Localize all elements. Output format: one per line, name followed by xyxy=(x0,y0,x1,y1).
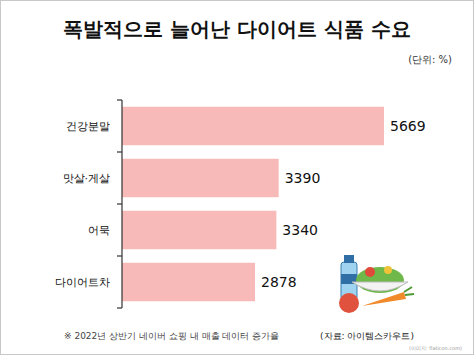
bottle-cap xyxy=(344,255,354,263)
category-label: 다이어트차 xyxy=(55,276,110,289)
data-label: 3340 xyxy=(282,222,318,238)
chart-root: 폭발적으로 늘어난 다이어트 식품 수요 (단위: %) 5669 건강분말 3390 맛… xyxy=(0,0,474,355)
axis-tick xyxy=(117,203,122,204)
axis-tick xyxy=(117,255,122,256)
axis-tick xyxy=(117,307,122,308)
food-icon xyxy=(339,255,414,313)
image-credit: (이미지: flaticon.com) xyxy=(409,345,462,351)
data-label: 3390 xyxy=(285,170,321,186)
footnote: ※ 2022년 상반기 네이버 쇼핑 내 매출 데이터 증가율 xyxy=(64,331,279,341)
bowl xyxy=(352,282,408,291)
carrot-leaf xyxy=(404,287,414,295)
carrot xyxy=(362,292,406,306)
data-label: 2878 xyxy=(261,274,297,290)
category-label: 어묵 xyxy=(88,224,110,237)
unit-label: (단위: %) xyxy=(408,54,452,65)
salad-pepper xyxy=(384,266,392,274)
salad-tomato xyxy=(365,267,375,277)
tomato xyxy=(339,293,359,313)
title: 폭발적으로 늘어난 다이어트 식품 수요 xyxy=(63,17,411,41)
bar xyxy=(122,211,276,249)
bar xyxy=(122,107,384,145)
bar xyxy=(122,263,255,301)
frame xyxy=(1,1,474,355)
chart: 폭발적으로 늘어난 다이어트 식품 수요 (단위: %) 5669 건강분말 3390 맛… xyxy=(0,0,474,355)
data-label: 5669 xyxy=(390,118,426,134)
category-label: 맛살·게살 xyxy=(63,172,111,185)
source: (자료: 아이템스카우트) xyxy=(320,331,414,341)
axis-tick xyxy=(117,151,122,152)
bars xyxy=(122,107,384,301)
axis-tick xyxy=(117,99,122,100)
bar xyxy=(122,159,279,197)
category-label: 건강분말 xyxy=(66,120,110,133)
labels: 5669 건강분말 3390 맛살·게살 3340 어묵 2878 다이어트차 xyxy=(55,118,426,290)
